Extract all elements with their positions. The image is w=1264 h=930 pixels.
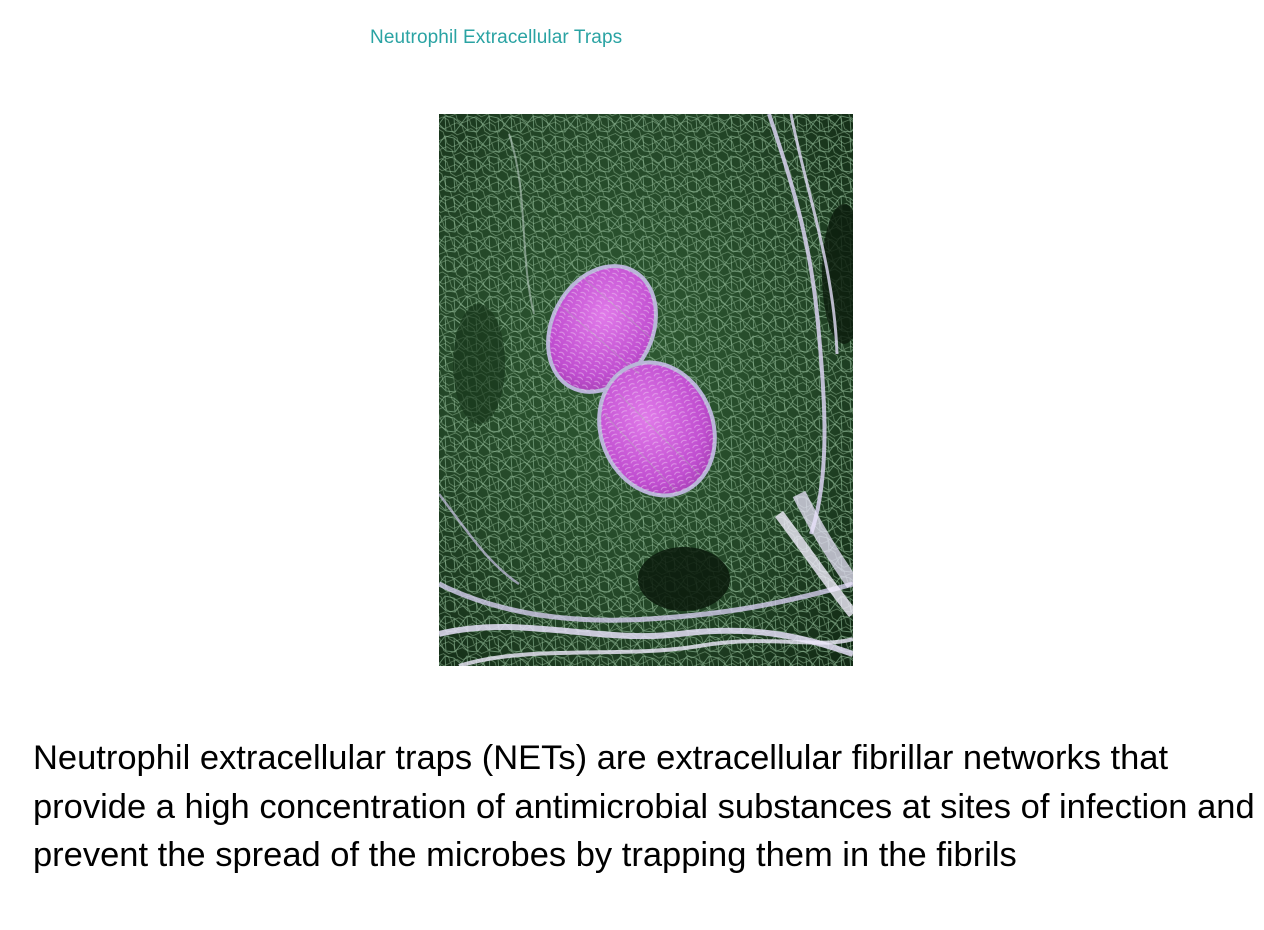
bacterium-lower xyxy=(597,360,717,498)
body-paragraph: Neutrophil extracellular traps (NETs) ar… xyxy=(33,739,1255,874)
slide-title: Neutrophil Extracellular Traps xyxy=(370,27,623,48)
bacterium-upper xyxy=(546,264,658,394)
net-micrograph-image xyxy=(439,114,853,666)
micrograph-drawing xyxy=(439,114,853,666)
